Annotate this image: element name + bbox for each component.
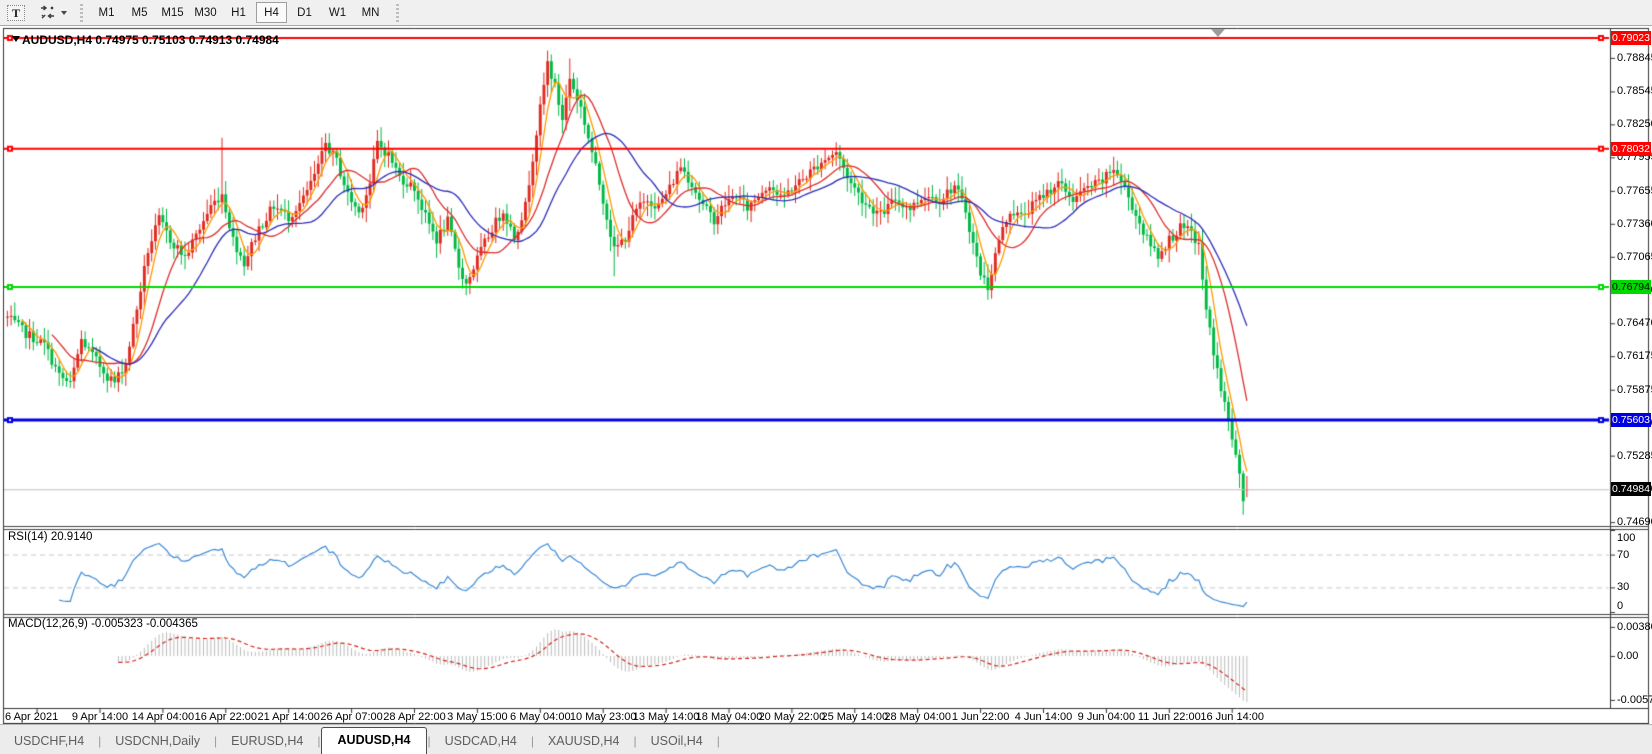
chart-tab-bar: USDCHF,H4 | USDCNH,Daily | EURUSD,H4 | AUDUSD,… — [0, 724, 1652, 754]
date-tick-label: 9 Jun 04:00 — [1077, 711, 1136, 723]
date-tick-label: 4 Jun 14:00 — [1014, 711, 1073, 723]
date-tick-label: 16 Jun 14:00 — [1200, 711, 1264, 723]
toolbar-grip-handle[interactable] — [394, 3, 402, 22]
timeframe-button-d1[interactable]: D1 — [297, 6, 312, 19]
toolbar: T M1 M5 M15 M30 H1 H4 D1 W1 MN — [0, 0, 1652, 26]
hline-price-label[interactable]: 0.75603 — [1611, 413, 1651, 428]
chart-menu-triangle-icon[interactable] — [12, 36, 20, 42]
price-tick-label: 0.75285 — [1617, 449, 1652, 462]
date-tick-label: 28 May 04:00 — [884, 711, 952, 723]
price-tick-label: 0.77065 — [1617, 250, 1652, 263]
chevron-down-icon — [61, 10, 68, 15]
price-tick-label: 0.74690 — [1617, 516, 1652, 529]
date-tick-label: 10 May 23:00 — [569, 711, 637, 723]
rsi-indicator-label: RSI(14) 20.9140 — [8, 531, 93, 543]
chart-tab-usdcnh-daily[interactable]: USDCNH,Daily — [115, 734, 201, 748]
price-tick-label: 0.76175 — [1617, 350, 1652, 363]
hline-price-label[interactable]: 0.78032 — [1611, 141, 1651, 156]
date-tick-label: 9 Apr 14:00 — [71, 711, 129, 723]
hline-price-label[interactable]: 0.79023 — [1611, 31, 1651, 45]
timeframe-button-m30[interactable]: M30 — [194, 6, 217, 19]
bid-price-label: 0.74984 — [1611, 482, 1651, 497]
timeframe-button-h1[interactable]: H1 — [231, 6, 246, 19]
chart-shift-marker-icon[interactable] — [1211, 29, 1225, 37]
timeframe-button-h4[interactable]: H4 — [256, 2, 288, 23]
tab-separator: | — [633, 734, 637, 748]
price-tick-label: 0.78545 — [1617, 85, 1652, 98]
rsi-tick-label: 30 — [1617, 581, 1630, 594]
date-tick-label: 28 Apr 22:00 — [383, 711, 446, 723]
rsi-tick-label: 0 — [1617, 600, 1624, 612]
date-tick-label: 14 Apr 04:00 — [131, 711, 195, 723]
chart-tools-button[interactable] — [35, 3, 71, 23]
rsi-tick-label: 100 — [1617, 532, 1636, 544]
date-tick-label: 26 Apr 07:00 — [320, 711, 383, 723]
date-tick-label: 1 Jun 22:00 — [951, 711, 1010, 723]
tab-separator: | — [427, 734, 431, 748]
date-tick-label: 21 Apr 14:00 — [257, 711, 320, 723]
chart-title: AUDUSD,H4 0.74975 0.75103 0.74913 0.7498… — [22, 33, 279, 47]
chart-tab-usdchf-h4[interactable]: USDCHF,H4 — [14, 734, 85, 748]
hline-price-label[interactable]: 0.76794 — [1611, 280, 1651, 295]
rsi-tick-label: 70 — [1617, 548, 1630, 561]
date-tick-label: 6 May 04:00 — [510, 711, 571, 723]
chart-tab-audusd-h4[interactable]: AUDUSD,H4 — [320, 727, 428, 754]
date-tick-label: 16 Apr 22:00 — [194, 711, 257, 723]
timeframe-button-mn[interactable]: MN — [361, 6, 380, 19]
toolbar-grip-handle[interactable] — [78, 3, 86, 22]
macd-tick-label: 0.00 — [1617, 650, 1639, 662]
tab-separator: | — [317, 734, 321, 748]
macd-tick-label: 0.003808 — [1617, 620, 1652, 633]
date-tick-label: 3 May 15:00 — [447, 711, 508, 723]
timeframe-button-w1[interactable]: W1 — [328, 6, 347, 19]
tab-separator: | — [716, 734, 720, 748]
price-tick-label: 0.77655 — [1617, 184, 1652, 197]
price-tick-label: 0.75875 — [1617, 383, 1652, 396]
tab-separator: | — [98, 734, 102, 748]
timeframe-button-m1[interactable]: M1 — [98, 6, 115, 19]
date-tick-label: 13 May 14:00 — [632, 711, 700, 723]
date-tick-label: 11 Jun 22:00 — [1137, 711, 1201, 723]
chart-tab-usoil-h4[interactable]: USOil,H4 — [650, 734, 703, 748]
chart-tab-eurusd-h4[interactable]: EURUSD,H4 — [231, 734, 304, 748]
date-tick-label: 25 May 14:00 — [821, 711, 889, 723]
tab-separator: | — [530, 734, 534, 748]
timeframe-button-m15[interactable]: M15 — [161, 6, 184, 19]
macd-indicator-label: MACD(12,26,9) -0.005323 -0.004365 — [8, 618, 198, 630]
tab-separator: | — [214, 734, 218, 748]
text-tool-icon: T — [7, 4, 26, 21]
macd-tick-label: -0.00575 — [1617, 693, 1652, 706]
date-tick-label: 20 May 22:00 — [758, 711, 826, 723]
chart-tab-usdcad-h4[interactable]: USDCAD,H4 — [444, 734, 517, 748]
arrows-swap-icon — [41, 5, 55, 19]
date-tick-label: 18 May 04:00 — [695, 711, 763, 723]
text-tool-button[interactable]: T — [3, 3, 29, 23]
date-tick-label: 6 Apr 2021 — [5, 711, 59, 723]
timeframe-button-group: M1 M5 M15 M30 H1 H4 D1 W1 MN — [90, 2, 387, 23]
chart-tab-xauusd-h4[interactable]: XAUUSD,H4 — [547, 734, 620, 748]
timeframe-button-m5[interactable]: M5 — [131, 6, 148, 19]
price-tick-label: 0.78845 — [1617, 51, 1652, 64]
